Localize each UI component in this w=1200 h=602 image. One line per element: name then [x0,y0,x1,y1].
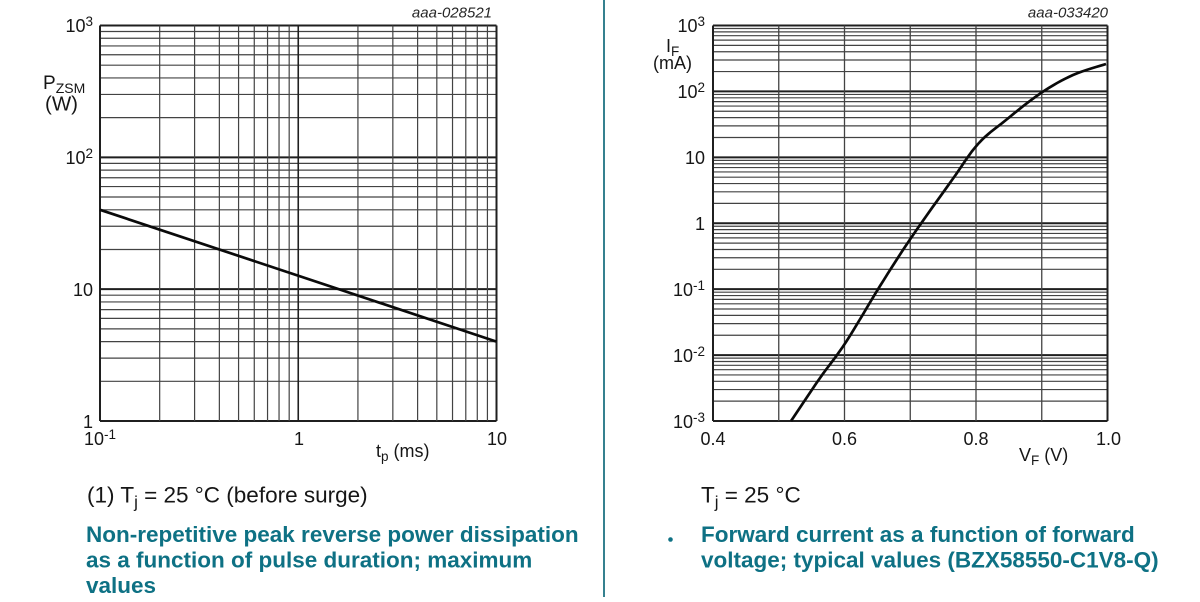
svg-text:1: 1 [294,429,304,449]
svg-text:10: 10 [685,148,705,168]
svg-text:(1) Tj = 25 °C (before surge): (1) Tj = 25 °C (before surge) [87,483,368,512]
svg-text:10: 10 [487,429,507,449]
svg-text:as a function of pulse duratio: as a function of pulse duration; maximum [86,547,532,572]
svg-text:Non-repetitive peak reverse po: Non-repetitive peak reverse power dissip… [86,522,579,547]
svg-text:values: values [86,573,156,598]
svg-text:(W): (W) [45,93,78,116]
svg-text:aaa-033420: aaa-033420 [1028,5,1109,22]
svg-text:0.4: 0.4 [700,429,725,449]
svg-text:1: 1 [83,412,93,432]
svg-text:Tj = 25 °C: Tj = 25 °C [701,483,801,512]
svg-text:1.0: 1.0 [1096,429,1121,449]
svg-text:0.6: 0.6 [832,429,857,449]
svg-text:(mA): (mA) [653,53,692,73]
svg-text:10: 10 [73,280,93,300]
svg-text:1: 1 [695,214,705,234]
svg-text:VF (V): VF (V) [1019,445,1068,468]
svg-text:0.8: 0.8 [963,429,988,449]
svg-text:tp (ms): tp (ms) [376,441,430,464]
svg-text:Forward current as a function: Forward current as a function of forward [701,522,1135,547]
svg-text:aaa-028521: aaa-028521 [412,5,492,22]
svg-text:voltage; typical values (BZX58: voltage; typical values (BZX58550-C1V8-Q… [701,547,1159,572]
